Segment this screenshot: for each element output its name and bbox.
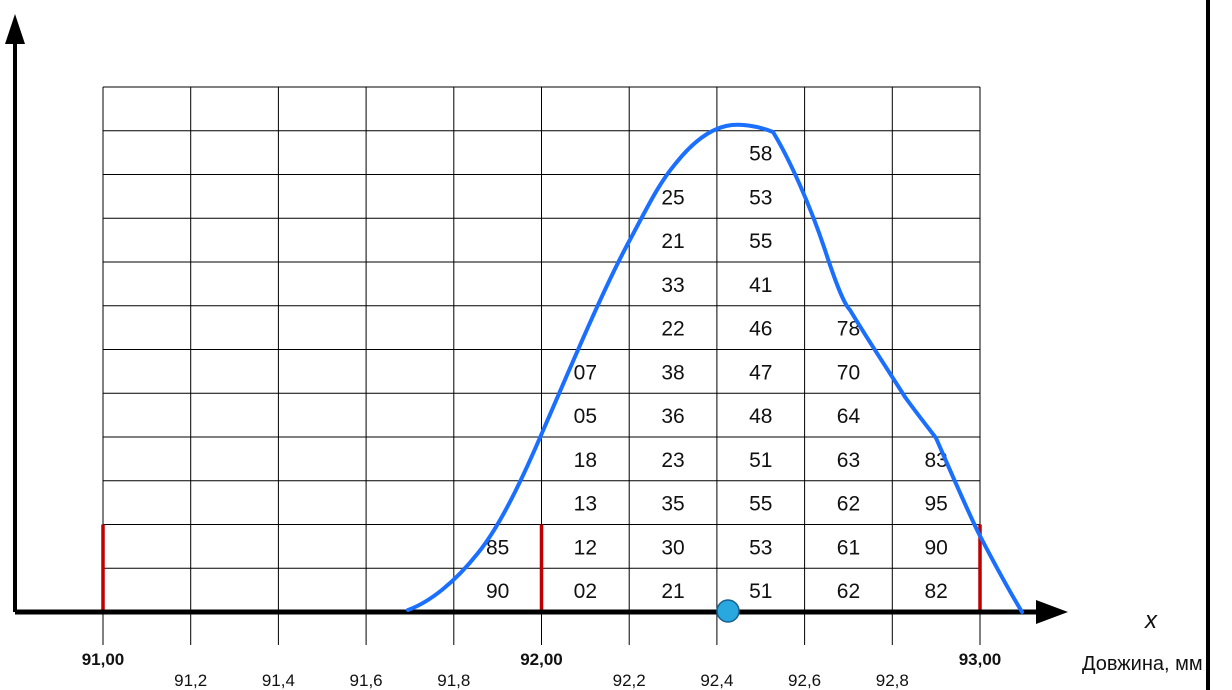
cell-value: 41 (749, 274, 772, 297)
cell-value: 85 (486, 536, 509, 559)
minor-tick-label: 92,2 (613, 671, 646, 690)
minor-tick-label: 92,4 (700, 671, 733, 690)
cell-value: 25 (661, 186, 684, 209)
right-border (1206, 0, 1210, 690)
minor-tick-label: 91,8 (437, 671, 470, 690)
cell-value: 35 (661, 493, 684, 516)
cell-value: 21 (661, 230, 684, 253)
cell-value: 95 (924, 493, 947, 516)
minor-tick-label: 91,4 (262, 671, 295, 690)
minor-tick-label: 92,8 (876, 671, 909, 690)
cell-value: 53 (749, 536, 772, 559)
cell-value: 51 (749, 449, 772, 472)
cell-value: 22 (661, 318, 684, 341)
cell-value: 46 (749, 318, 772, 341)
minor-tick-label: 92,6 (788, 671, 821, 690)
cell-value: 05 (574, 405, 597, 428)
cell-value: 23 (661, 449, 684, 472)
cell-value: 90 (924, 536, 947, 559)
cell-value: 62 (837, 493, 860, 516)
x-axis-caption: Довжина, мм (1082, 653, 1203, 675)
cell-value: 48 (749, 405, 772, 428)
cell-value: 70 (837, 361, 860, 384)
major-tick-label: 92,00 (520, 650, 563, 669)
minor-tick-label: 91,2 (174, 671, 207, 690)
cell-value: 33 (661, 274, 684, 297)
cell-value: 90 (486, 580, 509, 603)
cell-value: 53 (749, 186, 772, 209)
cell-value: 12 (574, 536, 597, 559)
cell-value: 30 (661, 536, 684, 559)
x-ticks: 91,00 92,00 93,00 91,2 91,4 91,6 91,8 92,2 92,4 9… (82, 612, 1002, 690)
cell-value: 62 (837, 580, 860, 603)
cell-value: 55 (749, 493, 772, 516)
cell-value: 55 (749, 230, 772, 253)
cell-value: 07 (574, 361, 597, 384)
major-tick-label: 93,00 (959, 650, 1002, 669)
cell-value: 61 (837, 536, 860, 559)
cell-value: 63 (837, 449, 860, 472)
cell-value: 38 (661, 361, 684, 384)
cell-value: 51 (749, 580, 772, 603)
x-axis-symbol: x (1144, 607, 1158, 634)
x-axis-arrow (1036, 600, 1068, 624)
y-axis-arrow (5, 14, 25, 44)
cell-values: 90 85 02 12 13 18 05 07 21 30 35 23 36 38 22 33 21 25 51 53… (486, 143, 948, 604)
cell-value: 82 (924, 580, 947, 603)
major-tick-label: 91,00 (82, 650, 125, 669)
minor-tick-label: 91,6 (350, 671, 383, 690)
cell-value: 58 (749, 143, 772, 166)
cell-value: 21 (661, 580, 684, 603)
cell-value: 78 (837, 318, 860, 341)
mean-marker (716, 599, 740, 623)
cell-value: 64 (837, 405, 861, 428)
cell-value: 18 (574, 449, 597, 472)
cell-value: 36 (661, 405, 684, 428)
cell-value: 13 (574, 493, 597, 516)
cell-value: 02 (574, 580, 597, 603)
distribution-curve (406, 122, 1024, 614)
grid (102, 86, 981, 613)
cell-value: 47 (749, 361, 772, 384)
axes (5, 0, 1210, 690)
